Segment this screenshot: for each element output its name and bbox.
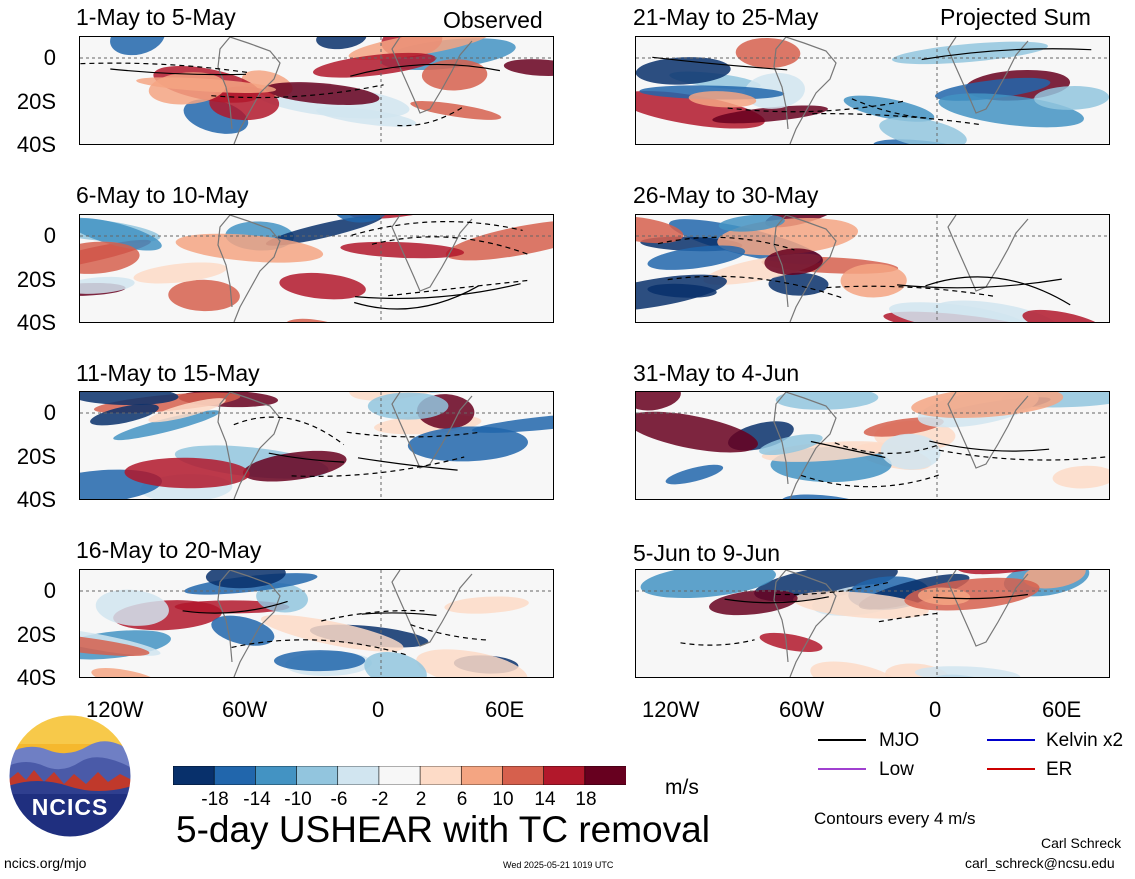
lat-label-20s: 20S (16, 444, 56, 469)
legend-line-kelvin (987, 739, 1035, 741)
lon-label-120w: 120W (642, 697, 700, 722)
colorbar-swatch (543, 765, 586, 786)
legend-line-er (987, 768, 1035, 770)
lon-label-60w: 60W (222, 697, 268, 722)
panel-tag-projected: Projected Sum (940, 4, 1091, 30)
colorbar-label: 10 (492, 789, 514, 810)
ncics-logo-icon (8, 714, 132, 838)
colorbar-swatch (460, 765, 504, 786)
lat-label-0: 0 (43, 578, 56, 603)
legend-label-er: ER (1046, 759, 1073, 780)
panel-title-6: 26-May to 30-May (633, 182, 819, 208)
colorbar-label: 2 (415, 789, 427, 810)
colorbar-units: m/s (665, 776, 699, 799)
colorbar-label: -2 (371, 789, 389, 810)
map-panel-6 (635, 214, 1110, 323)
lat-label-40s: 40S (16, 132, 56, 157)
lon-label-60w: 60W (779, 697, 825, 722)
map-panel-5 (635, 36, 1110, 145)
lat-label-0: 0 (43, 45, 56, 70)
lat-label-20s: 20S (16, 622, 56, 647)
colorbar-swatch (502, 765, 545, 786)
legend-line-low (818, 768, 866, 770)
colorbar-swatches (172, 765, 627, 786)
colorbar-swatch (255, 765, 298, 786)
legend-label-low: Low (879, 759, 914, 780)
colorbar-label: -14 (243, 789, 271, 810)
colorbar-swatch (213, 765, 257, 786)
map-panel-7 (635, 391, 1110, 500)
lon-label-120w: 120W (86, 697, 144, 722)
colorbar-label: -6 (330, 789, 348, 810)
panel-title-2: 6-May to 10-May (76, 182, 249, 208)
colorbar-label: 14 (534, 789, 556, 810)
panel-title-7: 31-May to 4-Jun (633, 360, 800, 386)
map-panel-2 (79, 214, 554, 323)
legend-label-mjo: MJO (879, 730, 920, 751)
colorbar-swatch (296, 765, 339, 786)
panel-title-4: 16-May to 20-May (76, 537, 262, 563)
footer-url[interactable]: ncics.org/mjo (4, 855, 87, 871)
lon-label-60e: 60E (485, 697, 525, 722)
lon-label-0: 0 (372, 697, 385, 722)
colorbar-swatch (172, 765, 215, 786)
panel-tag-observed: Observed (443, 7, 543, 33)
contour-note: Contours every 4 m/s (814, 809, 976, 828)
panel-title-3: 11-May to 15-May (76, 360, 260, 386)
colorbar-label: -18 (201, 789, 229, 810)
lat-label-40s: 40S (16, 665, 56, 690)
map-panel-4 (79, 569, 554, 678)
footer-email[interactable]: carl_schreck@ncsu.edu (965, 855, 1115, 871)
lat-label-0: 0 (43, 223, 56, 248)
lat-label-40s: 40S (16, 310, 56, 335)
colorbar-swatch (337, 765, 380, 786)
map-panel-8 (635, 569, 1110, 678)
colorbar (172, 765, 627, 786)
colorbar-swatch (378, 765, 421, 786)
legend-line-mjo (818, 739, 866, 741)
colorbar-swatch (419, 765, 463, 786)
footer-author: Carl Schreck (1041, 835, 1122, 851)
footer-timestamp: Wed 2025-05-21 1019 UTC (503, 860, 614, 870)
colorbar-label: 6 (456, 789, 468, 810)
map-panel-1 (79, 36, 554, 145)
panel-title-5: 21-May to 25-May (633, 4, 819, 30)
colorbar-label: -10 (284, 789, 312, 810)
panel-title-1: 1-May to 5-May (76, 4, 236, 30)
lat-label-20s: 20S (16, 89, 56, 114)
logo-text: NCICS (31, 794, 109, 820)
colorbar-swatch (584, 765, 627, 786)
lon-label-0: 0 (929, 697, 942, 722)
lat-label-40s: 40S (16, 487, 56, 512)
lat-label-20s: 20S (16, 267, 56, 292)
panel-title-8: 5-Jun to 9-Jun (633, 540, 781, 566)
main-title: 5-day USHEAR with TC removal (176, 809, 710, 850)
lat-label-0: 0 (43, 400, 56, 425)
legend-label-kelvin: Kelvin x2 (1046, 730, 1124, 751)
lon-label-60e: 60E (1042, 697, 1082, 722)
ncics-logo[interactable]: NCICS (8, 714, 132, 838)
map-panel-3 (79, 391, 554, 500)
colorbar-label: 18 (575, 789, 597, 810)
